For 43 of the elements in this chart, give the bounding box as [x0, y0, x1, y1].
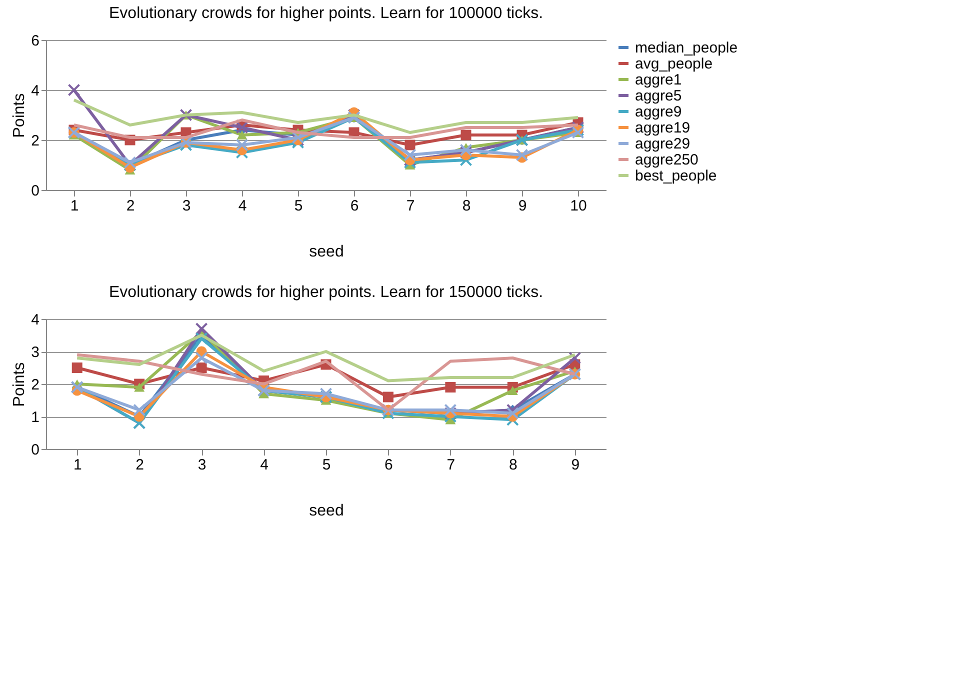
legend-label: avg_people — [635, 56, 713, 72]
chart-title: Evolutionary crowds for higher points. Learn for 100000 ticks. — [108, 5, 544, 22]
y-tick-label: 0 — [31, 442, 40, 458]
x-axis-title: seed — [309, 244, 344, 260]
y-axis-title: Points — [11, 362, 28, 407]
y-tick-label: 6 — [31, 32, 40, 50]
legend-label: aggre29 — [635, 136, 690, 152]
legend-label: aggre250 — [635, 152, 698, 168]
x-tick-label: 2 — [136, 456, 144, 474]
x-tick-label: 7 — [406, 198, 415, 214]
x-tick-label: 9 — [571, 456, 580, 474]
x-tick-label: 4 — [260, 456, 268, 474]
x-tick-label: 5 — [294, 198, 303, 214]
x-tick-label: 9 — [518, 198, 527, 214]
y-tick-label: 1 — [31, 409, 40, 426]
x-tick-label: 2 — [126, 198, 135, 214]
y-tick-label: 0 — [31, 182, 40, 200]
x-tick-label: 5 — [322, 456, 331, 474]
x-tick-label: 8 — [462, 198, 471, 214]
y-tick-label: 4 — [31, 312, 40, 328]
chart-title: Evolutionary crowds for higher points. Learn for 150000 ticks. — [108, 284, 544, 301]
x-tick-label: 7 — [446, 456, 456, 474]
x-tick-label: 4 — [238, 198, 247, 214]
x-axis-title: seed — [309, 502, 344, 520]
y-axis-title: Points — [11, 93, 28, 138]
y-tick-label: 4 — [31, 82, 40, 100]
x-tick-label: 6 — [384, 456, 393, 474]
legend-label: aggre19 — [635, 120, 690, 136]
legend-label: aggre1 — [635, 72, 682, 88]
x-tick-label: 8 — [508, 456, 518, 474]
x-tick-label: 3 — [198, 456, 206, 474]
legend-label: aggre5 — [635, 88, 682, 104]
x-tick-label: 1 — [73, 456, 82, 474]
x-tick-label: 10 — [570, 198, 587, 214]
legend-label: aggre9 — [635, 104, 682, 120]
legend-label: median_people — [635, 40, 738, 56]
x-tick-label: 3 — [182, 198, 191, 214]
y-tick-label: 3 — [31, 344, 40, 361]
legend-label: best_people — [635, 168, 717, 184]
y-tick-label: 2 — [31, 376, 40, 394]
x-tick-label: 1 — [70, 198, 79, 214]
x-tick-label: 6 — [350, 198, 359, 214]
y-tick-label: 2 — [31, 132, 40, 150]
